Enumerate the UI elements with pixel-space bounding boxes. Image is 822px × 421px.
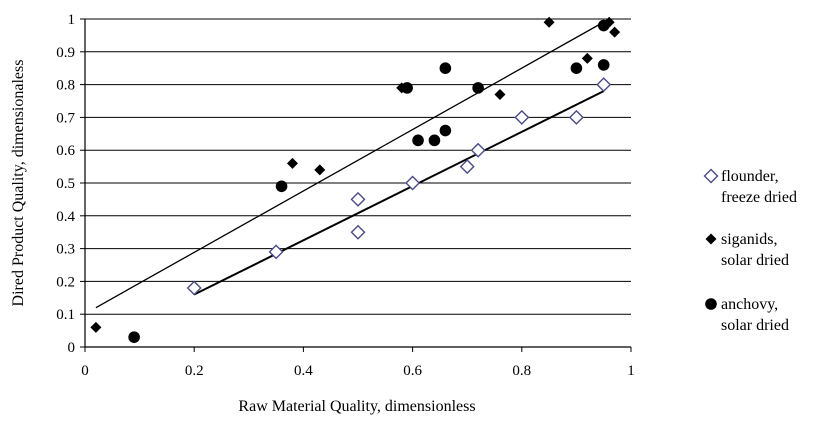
y-tick-label: 0.9	[56, 45, 75, 61]
trendline-series-3	[95, 18, 610, 309]
data-point-series-2	[543, 16, 555, 28]
legend-label: solar dried	[721, 317, 789, 334]
data-point-series-1	[568, 109, 584, 125]
data-point-series-1	[186, 280, 202, 296]
legend-label: siganids,	[721, 231, 777, 248]
data-point-series-3	[439, 124, 452, 137]
data-point-series-3	[597, 59, 610, 71]
data-point-series-3	[128, 331, 140, 343]
data-point-series-3	[412, 134, 424, 147]
gridlines	[85, 18, 631, 315]
y-tick-label: 0.8	[56, 78, 75, 94]
data-point-series-1	[596, 77, 612, 93]
legend-marker-series-3	[705, 298, 717, 310]
legend-marker-series-2	[705, 233, 717, 245]
data-point-series-1	[459, 159, 475, 175]
legend-label: flounder,	[721, 168, 779, 185]
data-point-series-2	[90, 321, 102, 333]
data-point-series-1	[350, 224, 366, 240]
data-point-series-1	[470, 142, 486, 158]
data-point-series-2	[286, 157, 298, 169]
x-tick-label: 1	[627, 363, 635, 379]
data-point-series-3	[570, 62, 583, 74]
data-point-series-1	[405, 175, 421, 191]
y-axis-title: Dired Product Quality, dimensionaless	[10, 60, 27, 307]
y-tick-label: 1	[68, 12, 76, 28]
data-point-series-3	[472, 82, 484, 94]
y-tick-label: 0.1	[56, 307, 75, 323]
x-tick-label: 0.8	[512, 363, 531, 379]
y-tick-label: 0.7	[56, 110, 75, 126]
data-point-series-2	[314, 164, 326, 176]
data-point-series-1	[350, 191, 366, 207]
data-point-series-2	[609, 26, 621, 38]
x-tick-label: 0.4	[294, 363, 313, 379]
legend-label: solar dried	[721, 252, 789, 269]
trendlines	[95, 18, 610, 309]
data-point-series-3	[428, 134, 441, 147]
data-point-series-1	[514, 109, 530, 125]
data-point-series-3	[439, 62, 452, 74]
x-tick-label: 0.2	[185, 363, 204, 379]
y-tick-label: 0.6	[56, 143, 75, 159]
y-tick-label: 0.2	[56, 274, 75, 290]
data-point-series-3	[275, 180, 288, 193]
y-tick-label: 0	[68, 340, 76, 356]
data-point-series-3	[401, 82, 413, 94]
x-tick-labels: 0 0.2 0.4 0.6 0.8 1	[81, 363, 635, 379]
axes	[80, 18, 632, 352]
y-tick-labels: 0 0.1 0.2 0.3 0.4 0.5 0.6 0.7 0.8 0.9 1	[56, 12, 75, 356]
x-tick-label: 0.6	[403, 363, 422, 379]
data-points	[90, 16, 621, 343]
legend: flounder, freeze dried siganids, solar drie…	[703, 168, 797, 334]
data-point-series-1	[268, 244, 284, 260]
x-axis-title: Raw Material Quality, dimensionless	[238, 398, 475, 415]
legend-label: anchovy,	[721, 296, 778, 313]
data-point-series-3	[597, 19, 610, 32]
legend-marker-series-1	[703, 168, 719, 184]
y-tick-label: 0.4	[56, 209, 75, 225]
trendline-series-1	[193, 90, 605, 296]
data-point-series-2	[494, 88, 506, 100]
x-tick-label: 0	[81, 363, 89, 379]
y-tick-label: 0.5	[56, 176, 75, 192]
data-point-series-2	[581, 52, 593, 64]
legend-label: freeze dried	[721, 189, 797, 206]
y-tick-label: 0.3	[56, 242, 75, 258]
